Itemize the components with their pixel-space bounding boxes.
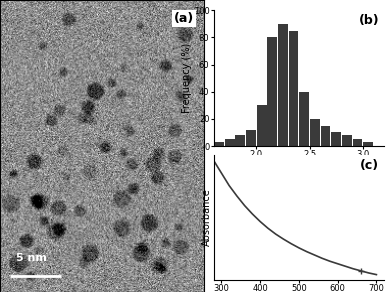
Bar — [353, 139, 363, 146]
Bar — [267, 37, 277, 146]
Text: 5 nm: 5 nm — [16, 253, 47, 263]
Y-axis label: Absorbance: Absorbance — [202, 189, 212, 246]
Bar — [310, 119, 320, 146]
X-axis label: d (nm): d (nm) — [283, 161, 315, 171]
Bar — [278, 24, 288, 146]
Text: (b): (b) — [358, 14, 379, 27]
Bar — [246, 130, 256, 146]
Y-axis label: Frequency (%): Frequency (%) — [182, 43, 192, 113]
Bar — [363, 142, 373, 146]
Bar — [299, 92, 309, 146]
Text: (c): (c) — [360, 159, 379, 171]
Bar — [225, 139, 234, 146]
Bar — [331, 133, 341, 146]
Bar — [257, 105, 267, 146]
Bar — [289, 31, 298, 146]
Text: (a): (a) — [173, 12, 194, 25]
Bar — [235, 135, 245, 146]
Bar — [214, 142, 224, 146]
Bar — [321, 126, 330, 146]
Bar — [342, 135, 352, 146]
